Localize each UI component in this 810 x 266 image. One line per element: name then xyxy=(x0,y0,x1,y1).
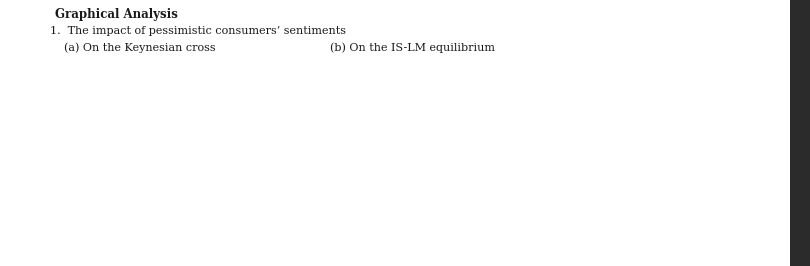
Bar xyxy=(790,0,810,266)
Text: (a) On the Keynesian cross: (a) On the Keynesian cross xyxy=(50,42,215,53)
Text: Graphical Analysis: Graphical Analysis xyxy=(55,8,178,21)
Text: 1.  The impact of pessimistic consumers’ sentiments: 1. The impact of pessimistic consumers’ … xyxy=(50,26,346,36)
Text: (b) On the IS-LM equilibrium: (b) On the IS-LM equilibrium xyxy=(330,42,495,53)
